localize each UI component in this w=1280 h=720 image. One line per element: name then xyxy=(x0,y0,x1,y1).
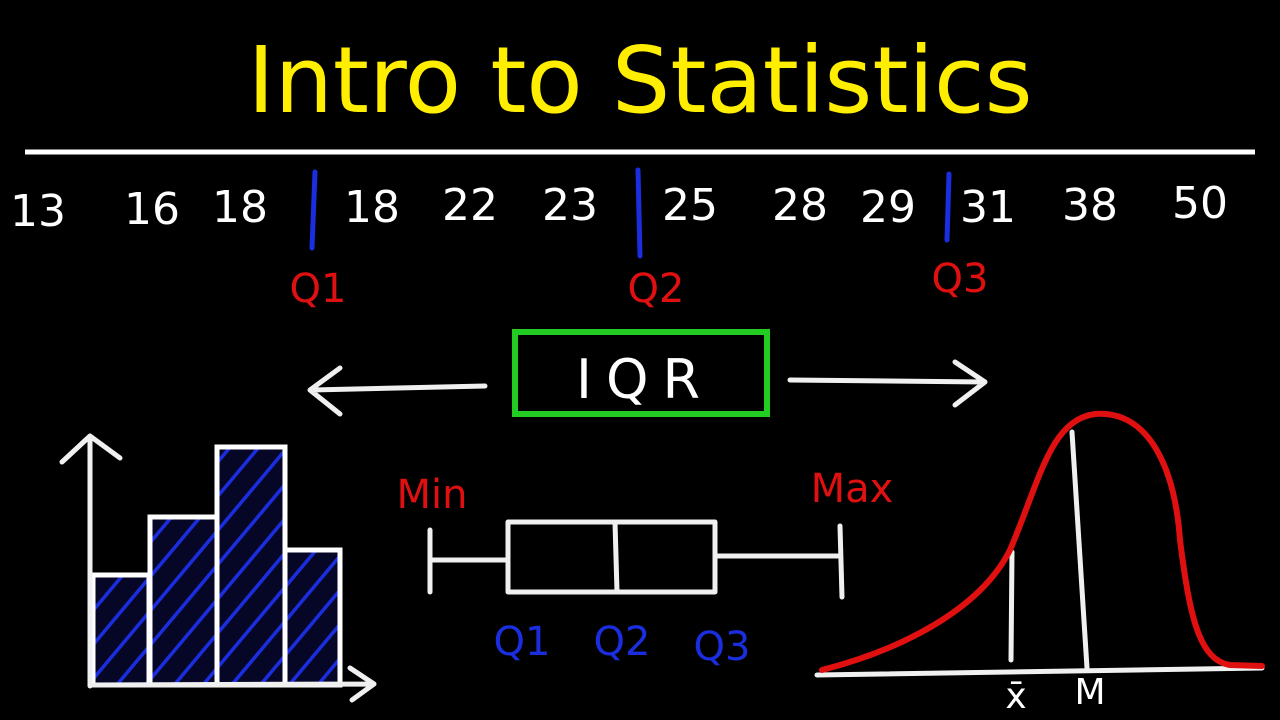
x-axis-arrow xyxy=(87,665,377,703)
q2-divider xyxy=(635,167,643,259)
dataset-numbers: 13 16 18 18 22 23 25 28 29 31 38 50 xyxy=(10,178,1228,237)
right-arrow-icon xyxy=(787,359,988,408)
data-value: 18 xyxy=(344,182,400,233)
median-line xyxy=(612,519,620,595)
data-value: 28 xyxy=(772,180,828,231)
data-value: 23 xyxy=(542,180,598,231)
title: Intro to Statistics xyxy=(247,27,1032,134)
histogram xyxy=(59,433,377,703)
data-value: 50 xyxy=(1172,178,1228,229)
data-value: 25 xyxy=(662,180,718,231)
histogram-bar xyxy=(147,514,220,688)
data-value: 38 xyxy=(1062,180,1118,231)
distribution-curve xyxy=(819,410,1265,673)
mean-label: x̄ xyxy=(1005,676,1026,717)
baseline xyxy=(814,665,1265,678)
histogram-bar xyxy=(214,444,288,688)
q1-label: Q1 xyxy=(290,266,347,312)
data-value: 31 xyxy=(960,182,1016,233)
box-q2-label: Q2 xyxy=(594,619,651,665)
skewed-distribution: x̄ M xyxy=(814,410,1265,717)
min-label: Min xyxy=(397,472,468,518)
box-q3-label: Q3 xyxy=(694,624,751,670)
y-axis-arrow xyxy=(59,433,123,689)
box-q1-label: Q1 xyxy=(494,619,551,665)
left-arrow-icon xyxy=(307,365,488,417)
median-label: M xyxy=(1074,672,1105,713)
data-value: 18 xyxy=(212,182,268,233)
q3-divider xyxy=(944,171,952,243)
q2-label: Q2 xyxy=(628,266,685,312)
min-whisker xyxy=(427,527,511,595)
boxplot: Min Max Q1 Q2 Q3 xyxy=(397,466,894,670)
box xyxy=(505,519,718,595)
max-whisker xyxy=(712,523,845,600)
histogram-bar xyxy=(282,547,343,688)
q1-divider xyxy=(309,169,318,251)
max-label: Max xyxy=(811,466,894,512)
iqr-box xyxy=(512,329,770,417)
data-value: 16 xyxy=(124,184,180,235)
quartile-dividers xyxy=(309,167,952,259)
histogram-bar xyxy=(90,572,152,688)
data-value: 22 xyxy=(442,180,498,231)
median-line xyxy=(1069,429,1090,671)
data-value: 29 xyxy=(860,182,916,233)
q3-label: Q3 xyxy=(932,256,989,302)
data-value: 13 xyxy=(10,186,66,237)
mean-line xyxy=(1008,549,1015,663)
iqr-label: IQR xyxy=(576,348,714,411)
